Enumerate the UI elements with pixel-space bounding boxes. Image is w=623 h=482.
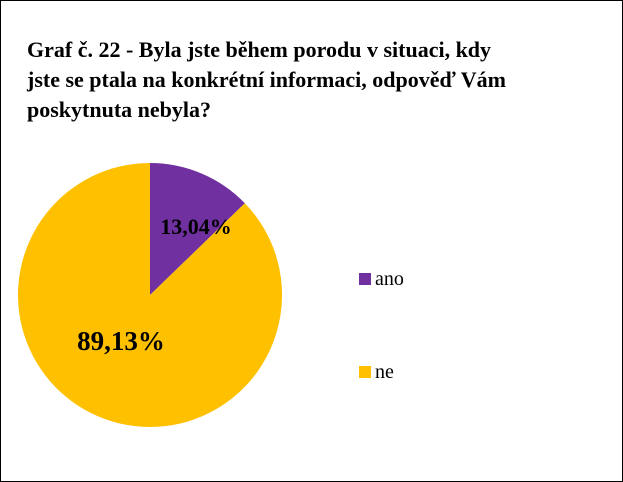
chart-title: Graf č. 22 - Byla jste během porodu v si…: [27, 37, 506, 122]
legend-item-ano: ano: [359, 267, 404, 291]
data-label-ano: 13,04%: [160, 214, 232, 239]
legend-label-ne: ne: [375, 361, 394, 383]
data-label-ne: 89,13%: [77, 326, 165, 356]
pie-slice-ano: [150, 163, 245, 295]
legend-item-ne: ne: [359, 360, 394, 384]
pie-slice-ne: [18, 163, 283, 427]
legend-swatch-ano: [359, 273, 371, 285]
legend-label-ano: ano: [375, 268, 404, 290]
legend-swatch-ne: [359, 366, 371, 378]
